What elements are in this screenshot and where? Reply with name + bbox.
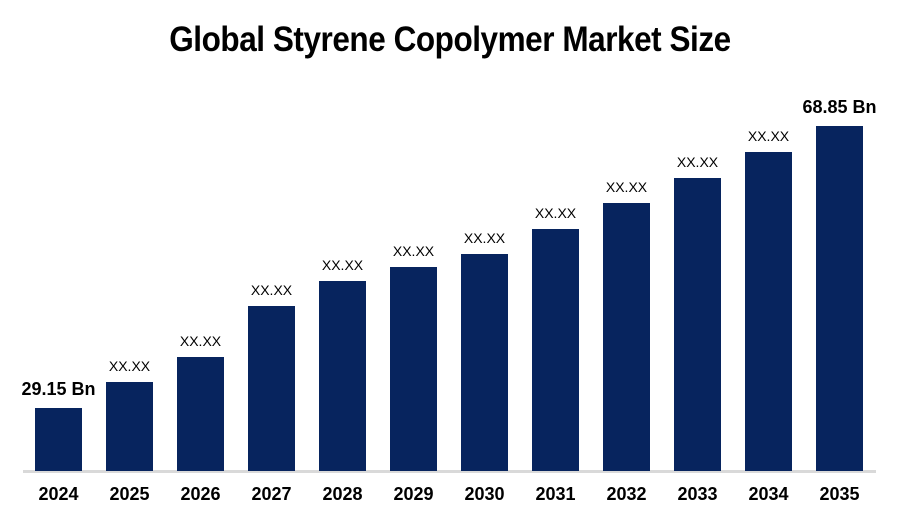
- bar-value-label: XX.XX: [321, 256, 364, 273]
- bar-value-label: XX.XX: [534, 204, 577, 221]
- bar-value-label: XX.XX: [676, 153, 719, 170]
- x-tick-label: 2026: [180, 484, 221, 504]
- bar: [248, 306, 295, 471]
- x-tick-label: 2024: [38, 484, 79, 504]
- x-axis-line: [23, 470, 876, 473]
- bar: [390, 267, 437, 471]
- x-tick-label: 2032: [606, 484, 647, 504]
- bar: [35, 408, 82, 471]
- bar: [177, 357, 224, 471]
- bar: [745, 152, 792, 471]
- bar: [816, 126, 863, 471]
- bar-value-label: XX.XX: [179, 332, 222, 349]
- bar-value-label: 68.85 Bn: [802, 97, 877, 118]
- bar: [319, 281, 366, 471]
- bar: [106, 382, 153, 471]
- bar: [603, 203, 650, 471]
- x-tick-label: 2033: [677, 484, 718, 504]
- x-tick-label: 2029: [393, 484, 434, 504]
- bar-value-label: XX.XX: [463, 229, 506, 246]
- x-tick-label: 2027: [251, 484, 292, 504]
- chart-title: Global Styrene Copolymer Market Size: [169, 20, 731, 59]
- bar-value-label: XX.XX: [747, 127, 790, 144]
- x-tick-label: 2035: [819, 484, 860, 504]
- bar-value-label: XX.XX: [108, 357, 151, 374]
- bar: [532, 229, 579, 471]
- x-tick-label: 2028: [322, 484, 363, 504]
- bar-value-label: XX.XX: [250, 281, 293, 298]
- bar-value-label: XX.XX: [392, 242, 435, 259]
- bar: [674, 178, 721, 471]
- bar-value-label: XX.XX: [605, 178, 648, 195]
- x-tick-label: 2030: [464, 484, 505, 504]
- x-tick-label: 2031: [535, 484, 576, 504]
- bar-value-label: 29.15 Bn: [21, 379, 96, 400]
- bar: [461, 254, 508, 471]
- x-tick-label: 2025: [109, 484, 150, 504]
- x-tick-label: 2034: [748, 484, 789, 504]
